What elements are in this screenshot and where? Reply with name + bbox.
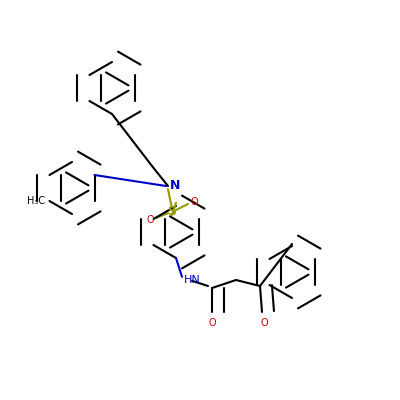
Text: O: O	[260, 318, 268, 328]
Text: O: O	[146, 215, 154, 225]
Text: HN: HN	[184, 275, 201, 285]
Text: N: N	[170, 180, 180, 192]
Text: O: O	[190, 197, 198, 207]
Text: O: O	[208, 318, 216, 328]
Text: S: S	[168, 206, 176, 218]
Text: H₃C: H₃C	[27, 196, 46, 206]
